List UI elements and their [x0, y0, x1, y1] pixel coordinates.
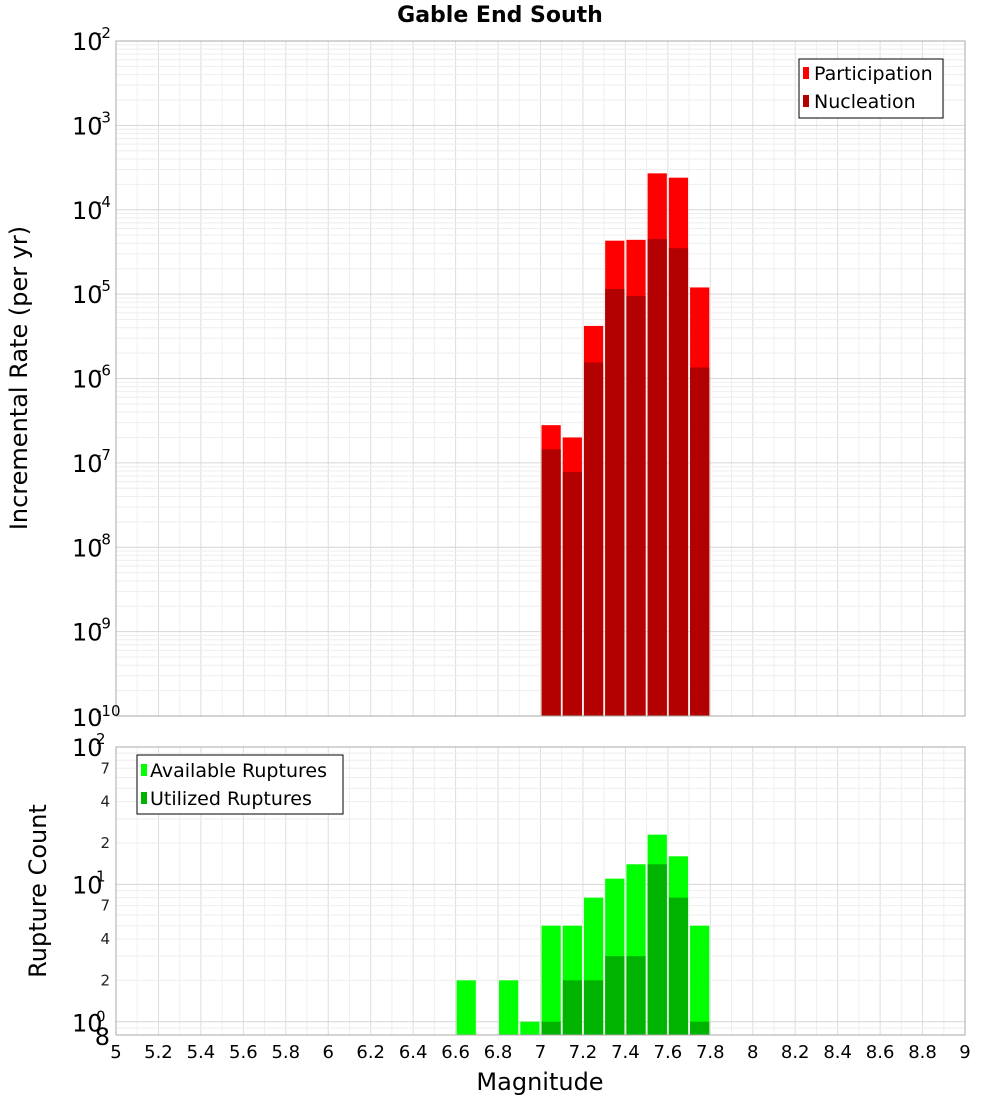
x-tick-label: 5.2: [144, 1042, 173, 1063]
count-y-minor-tick-label: 7: [100, 897, 110, 915]
count-y-minor-tick-label: 2: [100, 834, 110, 852]
x-tick-label: 5: [110, 1042, 121, 1063]
count-y-tick-label: 10: [72, 1010, 103, 1038]
x-tick-label: 7: [535, 1042, 546, 1063]
count-legend: Available Ruptures Utilized Ruptures: [136, 754, 344, 815]
count-bar-utilized-ruptures: [690, 1021, 710, 1035]
available-legend-swatch: [141, 764, 147, 776]
count-y-tick-label: 10: [72, 734, 103, 762]
x-axis-label: Magnitude: [476, 1068, 603, 1096]
rate-y-tick-exponent: -9: [96, 615, 111, 633]
x-tick-label: 7.8: [696, 1042, 725, 1063]
count-y-tick-label: 10: [72, 871, 103, 899]
count-y-tick-exponent: 0: [96, 1008, 106, 1026]
rate-y-tick-exponent: -5: [96, 277, 111, 295]
rate-y-tick-exponent: -6: [96, 362, 111, 380]
rate-y-tick-label: 10: [72, 450, 103, 478]
count-y-minor-tick-label: 4: [100, 930, 110, 948]
utilized-legend-label: Utilized Ruptures: [150, 788, 312, 810]
x-tick-label: 6: [323, 1042, 334, 1063]
rate-y-tick-label: 10: [72, 704, 103, 732]
rate-bar-nucleation: [605, 289, 625, 716]
x-tick-label: 8.8: [908, 1042, 937, 1063]
rate-bar-nucleation: [668, 248, 689, 717]
rate-y-tick-label: 10: [72, 534, 103, 562]
count-bar-utilized-ruptures: [583, 980, 604, 1035]
rate-y-tick-label: 10: [72, 112, 103, 140]
x-tick-label: 6.4: [399, 1042, 428, 1063]
count-bar-available-ruptures: [541, 925, 561, 1035]
count-legend-box: [136, 754, 344, 815]
rate-y-tick-label: 10: [72, 197, 103, 225]
count-bar-utilized-ruptures: [541, 1021, 561, 1035]
rate-bar-nucleation: [562, 471, 582, 716]
count-y-tick-exponent: 1: [96, 867, 106, 885]
rate-y-tick-label: 10: [72, 281, 103, 309]
rate-y-tick-exponent: -3: [96, 108, 111, 126]
bottom-y-axis-label: Rupture Count: [24, 804, 52, 978]
participation-legend-label: Participation: [814, 63, 933, 85]
rate-bar-nucleation: [541, 449, 561, 716]
rate-legend-box: [798, 58, 944, 119]
rate-y-tick-label: 10: [72, 619, 103, 647]
count-bar-available-ruptures: [499, 980, 519, 1035]
top-y-axis-label: Incremental Rate (per yr): [5, 226, 33, 530]
x-tick-label: 6.6: [441, 1042, 470, 1063]
nucleation-legend-label: Nucleation: [814, 91, 916, 113]
count-bar-utilized-ruptures: [647, 864, 667, 1035]
count-y-minor-tick-label: 4: [100, 793, 110, 811]
rate-plot-frame: [115, 40, 966, 717]
x-tick-label: 5.4: [187, 1042, 216, 1063]
count-bar-utilized-ruptures: [562, 980, 582, 1035]
count-y-minor-tick-label: 2: [100, 971, 110, 989]
count-bar-utilized-ruptures: [605, 956, 625, 1035]
x-tick-label: 8.6: [866, 1042, 895, 1063]
count-bar-available-ruptures: [456, 980, 476, 1035]
rate-y-tick-exponent: -2: [96, 24, 111, 42]
x-tick-label: 9: [959, 1042, 970, 1063]
rate-y-tick-label: 10: [72, 366, 103, 394]
x-tick-label: 8.4: [823, 1042, 852, 1063]
x-tick-label: 7.6: [654, 1042, 683, 1063]
x-tick-label: 8: [747, 1042, 758, 1063]
x-tick-label: 7.2: [569, 1042, 598, 1063]
count-bar-available-ruptures: [520, 1021, 540, 1035]
rate-bar-nucleation: [690, 367, 710, 716]
x-tick-label: 8.2: [781, 1042, 810, 1063]
count-y-minor-tick-label: 8: [95, 1023, 110, 1051]
x-tick-label: 5.8: [271, 1042, 300, 1063]
rate-legend: Participation Nucleation: [798, 58, 944, 119]
count-plot-frame: [115, 746, 966, 1036]
rate-bar-nucleation: [583, 362, 604, 716]
x-tick-label: 7.4: [611, 1042, 640, 1063]
rate-bar-nucleation: [647, 239, 667, 716]
x-tick-label: 6.8: [484, 1042, 513, 1063]
x-tick-label: 6.2: [356, 1042, 385, 1063]
count-bar-utilized-ruptures: [668, 897, 689, 1035]
available-legend-label: Available Ruptures: [150, 760, 327, 782]
rate-y-tick-exponent: -8: [96, 530, 111, 548]
count-bar-utilized-ruptures: [626, 956, 646, 1035]
nucleation-legend-swatch: [803, 95, 809, 107]
count-y-tick-exponent: 2: [96, 730, 106, 748]
rate-y-tick-exponent: -7: [96, 446, 111, 464]
x-tick-labels: 5 5.2 5.4 5.6 5.8 6 6.2 6.4 6.6 6.8 7 7.2 7.4 7.6 7.8 8…: [110, 1042, 970, 1063]
rate-y-tick-label: 10: [72, 28, 103, 56]
x-tick-label: 5.6: [229, 1042, 258, 1063]
count-bar-available-ruptures: [690, 925, 710, 1035]
participation-legend-swatch: [803, 67, 809, 79]
rate-bar-nucleation: [626, 296, 646, 716]
utilized-legend-swatch: [141, 792, 147, 804]
rate-y-tick-exponent: -4: [96, 193, 111, 211]
count-y-minor-tick-label: 7: [100, 759, 110, 777]
rate-y-tick-exponent: -10: [96, 702, 121, 720]
chart-title: Gable End South: [397, 3, 603, 28]
rate-plot: 10-210-310-410-510-610-710-810-910-10: [72, 24, 966, 732]
